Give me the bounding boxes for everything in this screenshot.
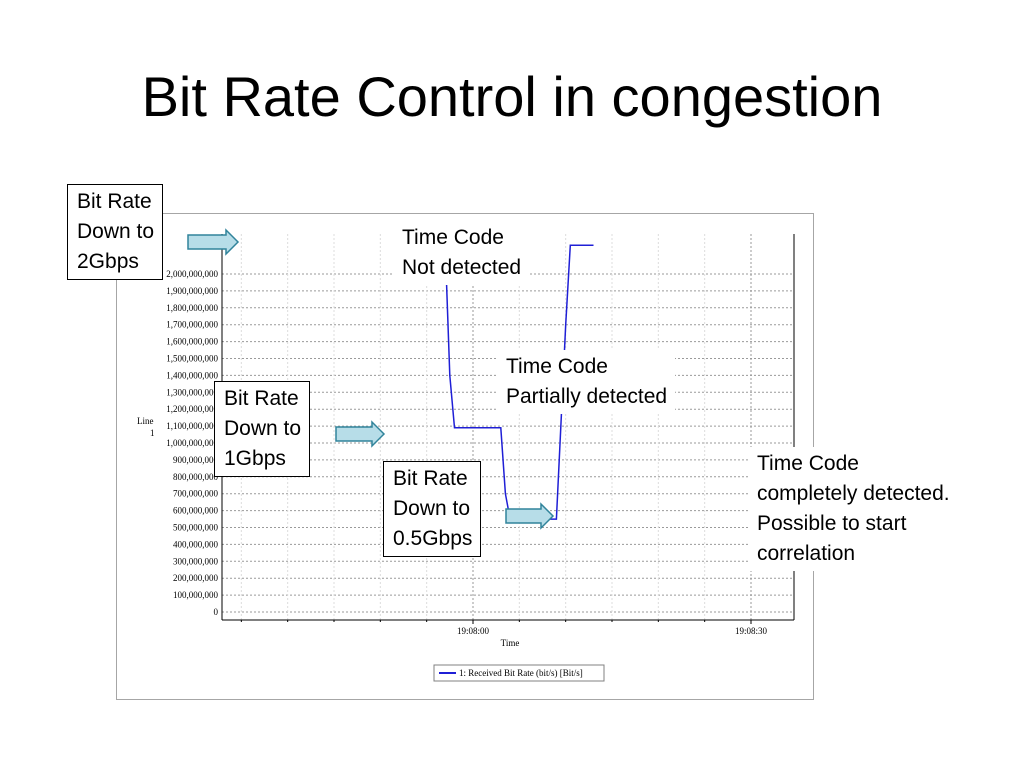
y-tick-label: 1,400,000,000 — [166, 370, 218, 380]
y-tick-label: 0 — [214, 607, 219, 617]
y-tick-label: 1,700,000,000 — [166, 320, 218, 330]
y-tick-label: 1,600,000,000 — [166, 337, 218, 347]
callout-line: Bit Rate — [77, 190, 152, 213]
y-tick-label: 500,000,000 — [173, 523, 219, 533]
callout-timecode-partially-detected: Time Code Partially detected — [498, 350, 676, 414]
series-line-received-bit-rate — [398, 244, 594, 520]
callout-line: Down to — [224, 417, 302, 440]
y-tick-label: 800,000,000 — [173, 472, 219, 482]
y-tick-label: 1,300,000,000 — [166, 387, 218, 397]
callout-timecode-completely-detected: Time Code completely detected. Possible … — [749, 447, 958, 571]
callout-line: Down to — [77, 220, 155, 243]
callout-line: 1Gbps — [224, 447, 286, 470]
callout-line: correlation — [757, 542, 856, 565]
callout-bitrate-0-5gbps: Bit Rate Down to 0.5Gbps — [383, 461, 482, 557]
callout-bitrate-2gbps: Bit Rate Down to 2Gbps — [67, 184, 164, 280]
callout-bitrate-1gbps: Bit Rate Down to 1Gbps — [214, 381, 311, 477]
y-tick-label: 100,000,000 — [173, 590, 219, 600]
y-tick-label: 400,000,000 — [173, 539, 219, 549]
callout-line: Down to — [393, 497, 471, 520]
legend-label: 1: Received Bit Rate (bit/s) [Bit/s] — [459, 668, 583, 678]
y-axis-title: Line 1 — [137, 416, 155, 438]
x-axis-title: Time — [501, 638, 520, 648]
x-tick-label: 19:08:30 — [735, 626, 768, 636]
callout-line: Time Code — [506, 355, 608, 378]
y-tick-label: 200,000,000 — [173, 573, 219, 583]
y-tick-label: 1,800,000,000 — [166, 303, 218, 313]
y-tick-label: 300,000,000 — [173, 556, 219, 566]
callout-line: 0.5Gbps — [393, 527, 473, 550]
slide-title: Bit Rate Control in congestion — [141, 65, 883, 128]
x-axis-ticks: 19:08:00 19:08:30 — [457, 626, 768, 636]
callout-line: Bit Rate — [224, 387, 299, 410]
callout-timecode-not-detected: Time Code Not detected — [394, 221, 530, 285]
y-tick-label: 600,000,000 — [173, 506, 219, 516]
x-tick-label: 19:08:00 — [457, 626, 490, 636]
y-tick-label: 1,900,000,000 — [166, 286, 218, 296]
y-tick-label: 1,200,000,000 — [166, 404, 218, 414]
callout-line: Partially detected — [506, 385, 668, 408]
y-tick-label: 1,100,000,000 — [166, 421, 218, 431]
y-tick-label: 900,000,000 — [173, 455, 219, 465]
callout-line: Time Code — [402, 226, 504, 249]
y-tick-label: 1,500,000,000 — [166, 354, 218, 364]
callout-line: completely detected. — [757, 482, 950, 505]
y-tick-label: 1,000,000,000 — [166, 438, 218, 448]
callout-line: Time Code — [757, 452, 859, 475]
callout-line: Possible to start — [757, 512, 907, 535]
callout-line: 2Gbps — [77, 250, 139, 273]
y-tick-label: 700,000,000 — [173, 489, 219, 499]
y-axis-ticks: 2,000,000,000 1,900,000,000 1,800,000,000 1… — [166, 269, 218, 617]
y-tick-label: 2,000,000,000 — [166, 269, 218, 279]
callout-line: Bit Rate — [393, 467, 468, 490]
chart-legend: 1: Received Bit Rate (bit/s) [Bit/s] — [433, 664, 605, 682]
callout-line: Not detected — [402, 256, 522, 279]
